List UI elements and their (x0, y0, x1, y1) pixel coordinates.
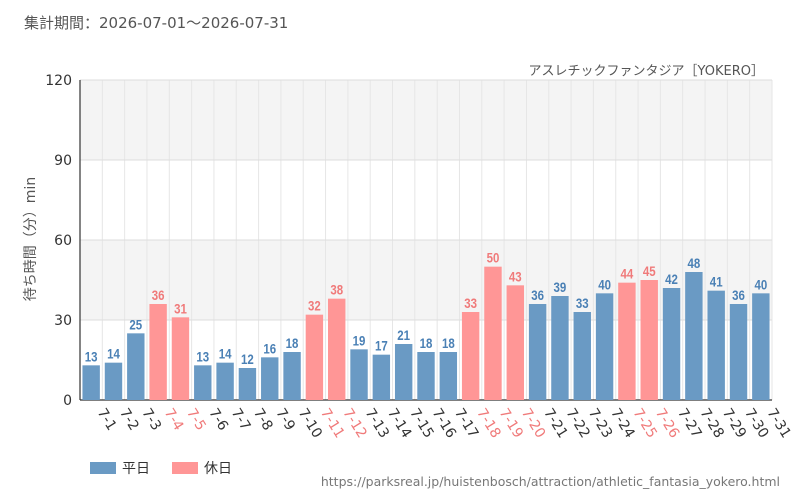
bar (238, 368, 257, 400)
x-tick-label: 7-1 (94, 406, 120, 434)
bar (350, 349, 368, 400)
bar-value-label: 32 (308, 298, 321, 314)
plot-band (80, 80, 772, 160)
bar-value-label: 16 (263, 340, 276, 356)
bar-value-label: 18 (286, 335, 299, 351)
bar (707, 290, 725, 400)
bar (104, 362, 123, 400)
source-url: https://parksreal.jp/huistenbosch/attrac… (320, 474, 780, 489)
x-tick-label: 7-4 (161, 406, 187, 434)
bar-value-label: 45 (643, 263, 656, 279)
legend-label-holiday: 休日 (204, 461, 232, 477)
bar (528, 304, 547, 400)
y-tick-label: 30 (54, 313, 72, 329)
bar-value-label: 44 (621, 266, 635, 282)
bar (127, 333, 145, 400)
plot-band (80, 160, 772, 240)
bar-value-label: 33 (464, 295, 477, 311)
bar-value-label: 40 (598, 276, 611, 292)
bar (283, 352, 301, 400)
bar-value-label: 38 (330, 282, 343, 298)
attraction-label: アスレチックファンタジア［YOKERO］ (528, 64, 764, 79)
legend-swatch-holiday (172, 462, 198, 474)
bar (551, 296, 569, 400)
bar (417, 352, 435, 400)
bar-value-label: 14 (107, 346, 121, 362)
period-label: 集計期間：2026-07-01～2026-07-31 (24, 14, 289, 32)
bar-value-label: 39 (554, 279, 567, 295)
bar (595, 293, 614, 400)
y-tick-label: 0 (63, 393, 72, 409)
bar (328, 298, 346, 400)
bar (640, 280, 658, 400)
bar (484, 266, 502, 400)
bar-value-label: 36 (732, 287, 745, 303)
bar-value-label: 12 (241, 351, 254, 367)
bar (662, 288, 681, 400)
x-tick-label: 7-5 (183, 406, 209, 434)
x-tick-label: 7-3 (138, 406, 164, 434)
x-tick-label: 7-31 (763, 406, 793, 441)
x-tick-label: 7-2 (116, 406, 142, 434)
bar (439, 352, 458, 400)
bar (729, 304, 748, 400)
bar (506, 285, 524, 400)
x-tick-label: 7-9 (272, 406, 298, 434)
bar (82, 365, 100, 400)
bar-value-label: 36 (152, 287, 165, 303)
bar-value-label: 21 (397, 327, 410, 343)
bar-value-label: 40 (754, 276, 767, 292)
bar-value-label: 31 (174, 300, 187, 316)
bar (261, 357, 279, 400)
legend-item-weekday: 平日 (90, 458, 150, 478)
legend: 平日 休日 (90, 458, 232, 478)
legend-item-holiday: 休日 (172, 458, 232, 478)
x-tick-label: 7-8 (250, 406, 276, 434)
x-tick-label: 7-7 (228, 406, 254, 434)
bar (216, 362, 234, 400)
bar-value-label: 43 (509, 268, 522, 284)
bar-value-label: 50 (487, 250, 500, 266)
bar-value-label: 19 (353, 332, 366, 348)
legend-swatch-weekday (90, 462, 116, 474)
bar-value-label: 18 (420, 335, 433, 351)
y-tick-label: 60 (54, 233, 72, 249)
bar (461, 312, 480, 400)
bar-value-label: 41 (710, 274, 723, 290)
bar-value-label: 18 (442, 335, 455, 351)
bar-value-label: 33 (576, 295, 589, 311)
bar (171, 317, 190, 400)
y-tick-label: 120 (45, 73, 72, 89)
bar-value-label: 13 (85, 348, 98, 364)
bar (149, 304, 167, 400)
bar (305, 314, 324, 400)
bar-value-label: 48 (687, 255, 700, 271)
bar (372, 354, 391, 400)
bar (752, 293, 770, 400)
bar (394, 344, 413, 400)
bar-value-label: 17 (375, 338, 388, 354)
y-axis-label: 待ち時間（分）min (23, 176, 39, 302)
bar (618, 282, 636, 400)
bar (685, 272, 703, 400)
bar-value-label: 14 (219, 346, 233, 362)
bar-value-label: 42 (665, 271, 678, 287)
x-tick-label: 7-6 (205, 406, 231, 434)
bar (194, 365, 212, 400)
bar (573, 312, 591, 400)
y-tick-label: 90 (54, 153, 72, 169)
bar-value-label: 13 (196, 348, 209, 364)
bar-value-label: 36 (531, 287, 544, 303)
bar-value-label: 25 (129, 316, 142, 332)
legend-label-weekday: 平日 (122, 461, 150, 477)
